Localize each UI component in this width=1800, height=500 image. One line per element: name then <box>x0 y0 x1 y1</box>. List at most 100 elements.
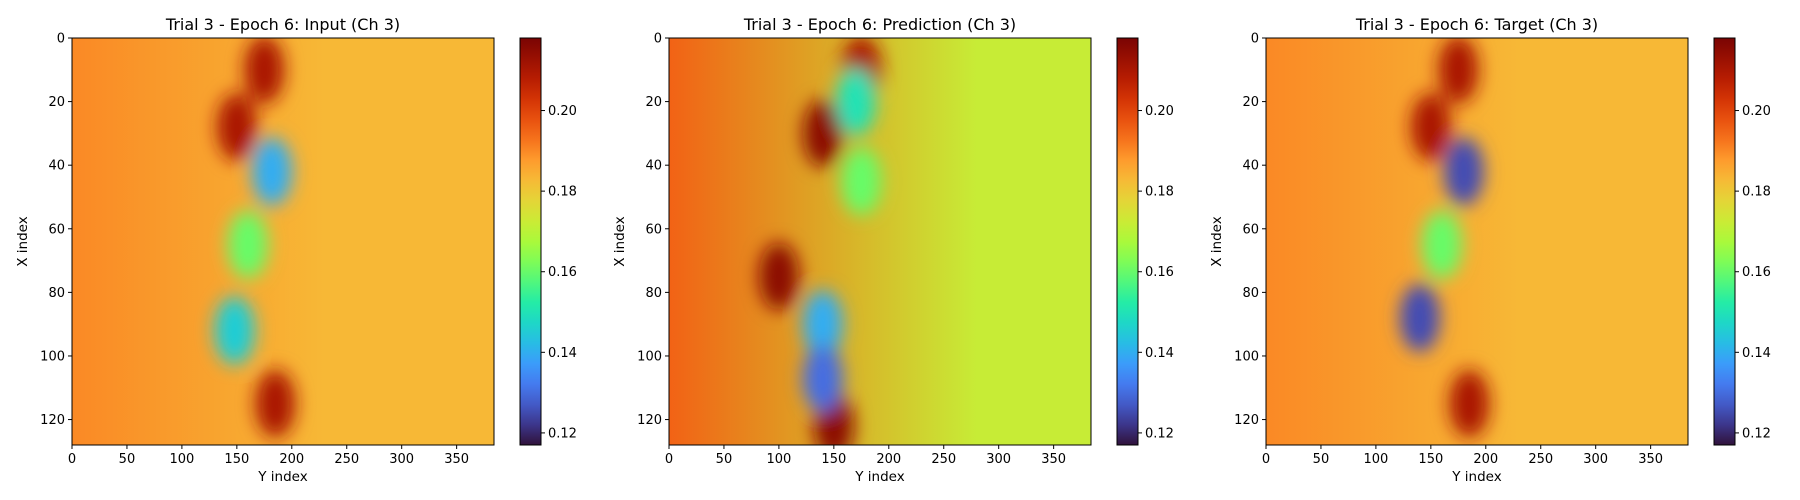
colorbar-tick-label: 0.14 <box>1742 346 1771 361</box>
x-tick-label: 200 <box>279 452 304 467</box>
y-tick-label: 60 <box>1242 222 1259 237</box>
colorbar: 0.12 0.14 0.16 0.18 0.20 <box>1713 37 1771 446</box>
colorbar-tick-label: 0.20 <box>1145 104 1174 119</box>
plot-frame <box>71 37 495 446</box>
x-tick-label: 250 <box>334 452 359 467</box>
heatmap-high-region <box>216 93 257 162</box>
heatmap-low-region <box>802 290 843 359</box>
heatmap-image <box>1266 38 1688 445</box>
heatmap-image <box>669 38 1091 445</box>
heatmap-low-region <box>802 344 843 413</box>
y-tick-label: 100 <box>40 349 65 364</box>
y-tick-label: 80 <box>645 286 662 301</box>
plot-frame <box>668 37 1092 446</box>
y-axis-label: X index <box>612 216 628 266</box>
y-tick-label: 20 <box>48 95 65 110</box>
y-tick-label: 40 <box>48 159 65 174</box>
heatmap-low-region <box>227 210 268 279</box>
y-tick-label: 40 <box>1242 159 1259 174</box>
x-axis-label: Y index <box>854 469 904 485</box>
colorbar-gradient <box>519 37 542 446</box>
y-axis-label: X index <box>1209 216 1225 266</box>
colorbar-tick-label: 0.16 <box>1742 265 1771 280</box>
colorbar-tick-label: 0.20 <box>1742 104 1771 119</box>
y-tick-label: 120 <box>1234 413 1259 428</box>
heatmap-low-region <box>1399 283 1440 352</box>
chart-title: Trial 3 - Epoch 6: Target (Ch 3) <box>1355 15 1598 34</box>
colorbar-tick-label: 0.16 <box>1145 265 1174 280</box>
x-tick-label: 200 <box>876 452 901 467</box>
heatmap-high-region <box>802 99 843 168</box>
chart-title: Trial 3 - Epoch 6: Input (Ch 3) <box>165 15 400 34</box>
colorbar-gradient <box>1713 37 1736 446</box>
x-tick-label: 0 <box>665 452 673 467</box>
y-tick-label: 40 <box>645 159 662 174</box>
y-tick-label: 60 <box>48 222 65 237</box>
x-tick-label: 100 <box>169 452 194 467</box>
colorbar-tick-label: 0.18 <box>548 185 577 200</box>
y-tick-label: 20 <box>645 95 662 110</box>
plot-frame <box>1265 37 1689 446</box>
heatmap-high-region <box>1438 38 1479 104</box>
heatmap-low-region <box>835 67 876 136</box>
x-tick-label: 300 <box>1583 452 1608 467</box>
heatmap-high-region <box>244 38 285 104</box>
x-tick-label: 300 <box>389 452 414 467</box>
heatmap-high-region <box>255 369 296 438</box>
colorbar-tick-label: 0.18 <box>1145 185 1174 200</box>
colorbar-gradient <box>1116 37 1139 446</box>
x-tick-label: 150 <box>224 452 249 467</box>
x-tick-label: 100 <box>766 452 791 467</box>
heatmap-high-region <box>1410 93 1451 162</box>
x-tick-label: 150 <box>1418 452 1443 467</box>
y-tick-label: 120 <box>40 413 65 428</box>
colorbar-tick-label: 0.20 <box>548 104 577 119</box>
colorbar-tick-label: 0.14 <box>548 346 577 361</box>
x-tick-label: 50 <box>119 452 136 467</box>
heatmap-low-region <box>252 137 293 206</box>
colorbar-tick-label: 0.18 <box>1742 185 1771 200</box>
chart-title: Trial 3 - Epoch 6: Prediction (Ch 3) <box>743 15 1016 34</box>
colorbar-tick-label: 0.12 <box>1742 426 1771 441</box>
heatmap-image <box>72 38 494 445</box>
heatmap-panel: Trial 3 - Epoch 6: Target (Ch 3) 0 50 100 15… <box>1209 15 1771 485</box>
heatmap-background <box>669 38 1091 445</box>
x-tick-label: 150 <box>821 452 846 467</box>
heatmap-low-region <box>1421 210 1462 279</box>
x-tick-label: 0 <box>1262 452 1270 467</box>
x-tick-label: 250 <box>931 452 956 467</box>
y-tick-label: 20 <box>1242 95 1259 110</box>
x-tick-label: 250 <box>1528 452 1553 467</box>
y-tick-label: 100 <box>1234 349 1259 364</box>
x-tick-label: 0 <box>68 452 76 467</box>
x-tick-label: 300 <box>986 452 1011 467</box>
heatmap-panel: Trial 3 - Epoch 6: Input (Ch 3) 0 50 100 150… <box>15 15 577 485</box>
x-tick-label: 350 <box>1638 452 1663 467</box>
x-tick-label: 350 <box>1041 452 1066 467</box>
x-axis-label: Y index <box>1451 469 1501 485</box>
colorbar-tick-label: 0.16 <box>548 265 577 280</box>
heatmap-low-region <box>1443 137 1484 206</box>
heatmap-low-region <box>841 147 882 216</box>
x-tick-label: 50 <box>716 452 733 467</box>
y-tick-label: 120 <box>637 413 662 428</box>
y-tick-label: 80 <box>48 286 65 301</box>
x-tick-label: 350 <box>444 452 469 467</box>
x-axis-label: Y index <box>257 469 307 485</box>
heatmap-high-region <box>1449 369 1490 438</box>
heatmap-panel: Trial 3 - Epoch 6: Prediction (Ch 3) 0 50 1… <box>612 15 1174 485</box>
y-tick-label: 80 <box>1242 286 1259 301</box>
heatmap-low-region <box>214 296 255 365</box>
colorbar: 0.12 0.14 0.16 0.18 0.20 <box>1116 37 1174 446</box>
colorbar-tick-label: 0.14 <box>1145 346 1174 361</box>
colorbar-tick-label: 0.12 <box>548 426 577 441</box>
heatmap-high-region <box>758 242 799 311</box>
y-tick-label: 0 <box>57 32 65 47</box>
y-axis-label: X index <box>15 216 31 266</box>
y-tick-label: 100 <box>637 349 662 364</box>
x-tick-label: 100 <box>1363 452 1388 467</box>
y-tick-label: 0 <box>654 32 662 47</box>
y-tick-label: 60 <box>645 222 662 237</box>
colorbar-tick-label: 0.12 <box>1145 426 1174 441</box>
